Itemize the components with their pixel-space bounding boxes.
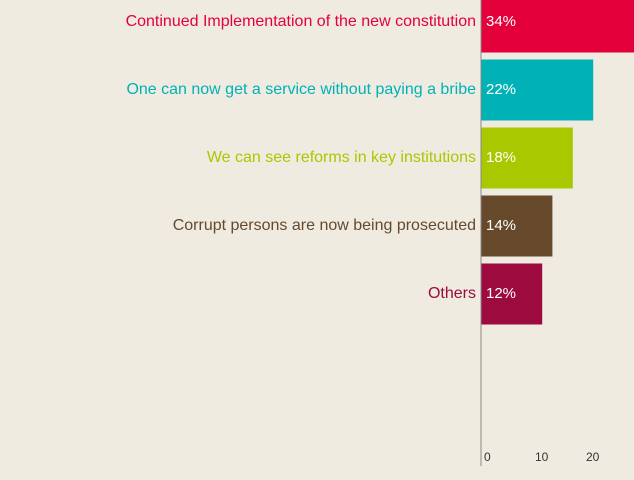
x-tick-label: 0 (484, 450, 491, 464)
bar (481, 59, 594, 121)
x-tick-label: 10 (535, 450, 549, 464)
category-label: We can see reforms in key institutions (207, 149, 476, 166)
category-label: Others (428, 285, 476, 302)
category-label: Corrupt persons are now being prosecuted (173, 217, 476, 234)
value-label: 18% (486, 149, 516, 166)
bar (481, 195, 553, 257)
category-label: One can now get a service without paying… (126, 81, 476, 98)
bar (481, 127, 573, 189)
x-tick-label: 20 (586, 450, 600, 464)
value-label: 12% (486, 285, 516, 302)
value-label: 34% (486, 13, 516, 30)
value-label: 14% (486, 217, 516, 234)
category-label: Continued Implementation of the new cons… (126, 13, 476, 30)
value-label: 22% (486, 81, 516, 98)
bar (481, 0, 634, 53)
bar (481, 263, 543, 325)
